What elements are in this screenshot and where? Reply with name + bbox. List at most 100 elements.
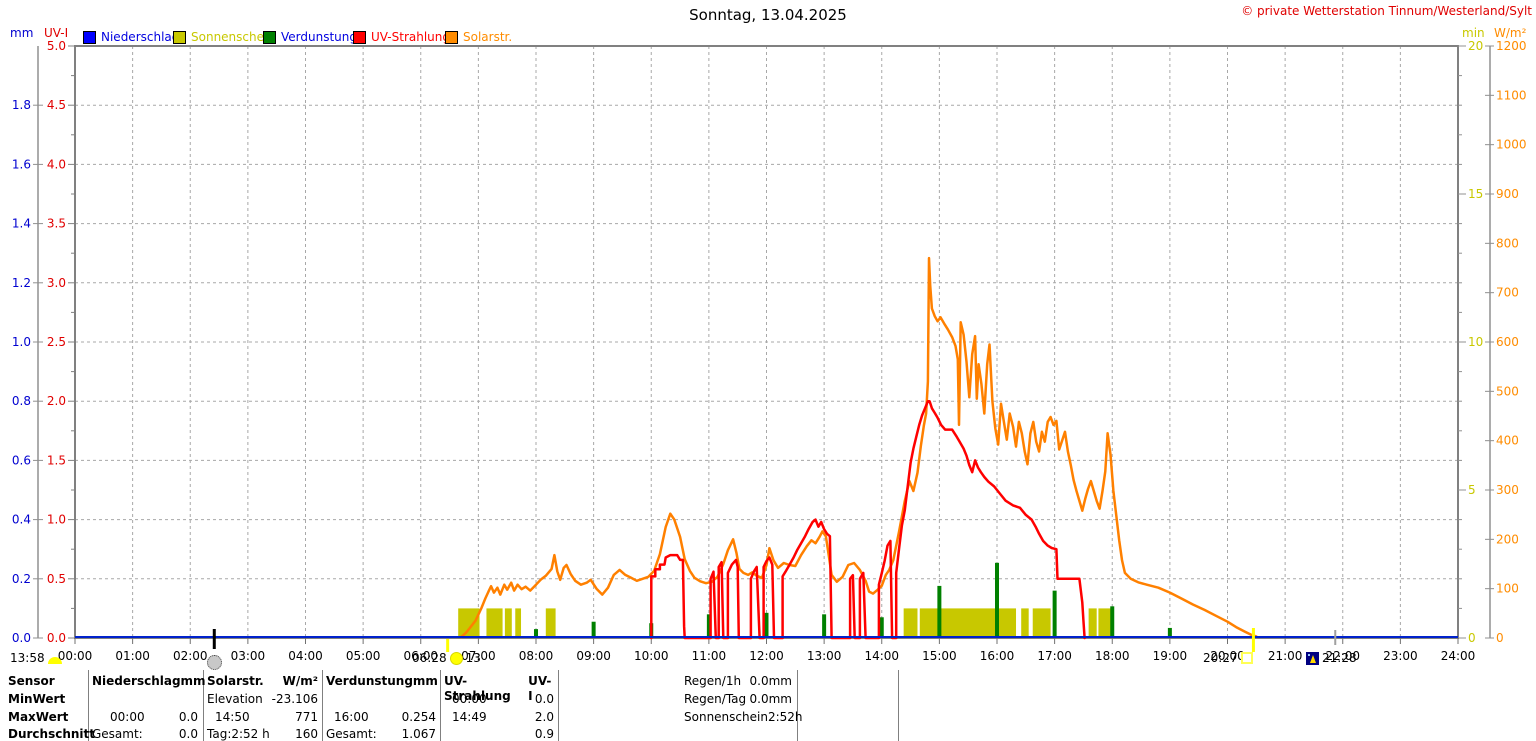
col-uv-avg: 0.9 [534, 727, 554, 741]
svg-text:10:00: 10:00 [634, 649, 669, 663]
col-solarstr-max: 14:50 771 [215, 710, 318, 724]
svg-text:14:00: 14:00 [864, 649, 899, 663]
legend-item-solarstr: Solarstr. [445, 30, 512, 44]
svg-text:500: 500 [1496, 384, 1519, 398]
svg-text:0.4: 0.4 [12, 513, 31, 527]
table-divider [203, 670, 204, 741]
svg-text:0.0: 0.0 [47, 631, 66, 645]
sunset-square-icon [1240, 652, 1253, 664]
svg-text:12:00: 12:00 [749, 649, 784, 663]
table-divider [558, 670, 559, 741]
svg-text:200: 200 [1496, 532, 1519, 546]
col-uv-max: 14:49 2.0 [452, 710, 554, 724]
sunshine-swatch-icon [173, 30, 186, 44]
svg-text:24:00: 24:00 [1441, 649, 1476, 663]
col-verdunstung-max: 16:00 0.254 [334, 710, 436, 724]
svg-text:1.0: 1.0 [47, 513, 66, 527]
svg-text:22:00: 22:00 [1325, 649, 1360, 663]
svg-text:20: 20 [1468, 39, 1483, 53]
svg-text:3.0: 3.0 [47, 276, 66, 290]
chart-canvas: 0.0 0.2 0.4 0.6 0.8 1.0 1.2 1.4 1.6 1.8 0.0 0.5 1.0 1… [12, 39, 1527, 663]
axis-title-w: W/m² [1494, 26, 1527, 40]
copyright: © private Wetterstation Tinnum/Westerlan… [1241, 4, 1532, 18]
svg-text:1100: 1100 [1496, 88, 1527, 102]
axis-title-min: min [1462, 26, 1485, 40]
svg-text:1.8: 1.8 [12, 98, 31, 112]
regen-1h-row: Regen/1h 0.0mm [684, 674, 792, 688]
svg-text:06:00: 06:00 [403, 649, 438, 663]
svg-text:300: 300 [1496, 483, 1519, 497]
svg-text:19:00: 19:00 [1153, 649, 1188, 663]
table-divider [322, 670, 323, 741]
svg-text:5.0: 5.0 [47, 39, 66, 53]
col-niederschlag-avg: Gesamt: 0.0 [92, 727, 198, 741]
legend-label: Niederschlag [101, 30, 180, 44]
col-niederschlag-max: 00:00 0.0 [110, 710, 198, 724]
svg-text:02:00: 02:00 [173, 649, 208, 663]
rain-swatch-icon [83, 30, 96, 44]
row-label-minwert: MinWert [8, 692, 66, 706]
col-uv-header: UV-Strahlung UV-I [444, 674, 552, 703]
moon-icon [207, 655, 222, 670]
svg-text:2.0: 2.0 [47, 394, 66, 408]
table-divider [797, 670, 798, 741]
svg-text:5: 5 [1468, 483, 1476, 497]
svg-text:11:00: 11:00 [692, 649, 727, 663]
svg-text:1.6: 1.6 [12, 157, 31, 171]
svg-text:10: 10 [1468, 335, 1483, 349]
svg-text:1.5: 1.5 [47, 453, 66, 467]
svg-text:00:00: 00:00 [58, 649, 93, 663]
svg-text:03:00: 03:00 [231, 649, 266, 663]
svg-text:0.6: 0.6 [12, 453, 31, 467]
marker-sunrise: 06:28 13 [412, 651, 481, 665]
svg-text:17:00: 17:00 [1037, 649, 1072, 663]
row-label-maxwert: MaxWert [8, 710, 69, 724]
svg-text:07:00: 07:00 [461, 649, 496, 663]
solar-swatch-icon [445, 30, 458, 44]
svg-text:3.5: 3.5 [47, 217, 66, 231]
svg-text:15:00: 15:00 [922, 649, 957, 663]
svg-text:0.2: 0.2 [12, 572, 31, 586]
legend-item-niederschlag: Niederschlag [83, 30, 179, 44]
legend-item-sonnenschein: Sonnenschein [173, 30, 275, 44]
legend-item-verdunstung: Verdunstung [263, 30, 357, 44]
svg-text:0.8: 0.8 [12, 394, 31, 408]
marker-sunset: 20:27 [1203, 651, 1253, 665]
svg-text:21:00: 21:00 [1268, 649, 1303, 663]
svg-text:1200: 1200 [1496, 39, 1527, 53]
regen-tag-row: Regen/Tag 0.0mm [684, 692, 792, 706]
svg-text:0: 0 [1468, 631, 1476, 645]
svg-text:1.0: 1.0 [12, 335, 31, 349]
axis-title-mm: mm [10, 26, 34, 40]
svg-text:0.5: 0.5 [47, 572, 66, 586]
svg-text:01:00: 01:00 [115, 649, 150, 663]
page-title: Sonntag, 13.04.2025 [689, 6, 847, 24]
table-divider [898, 670, 899, 741]
marker-moon-time: 13:58 [10, 651, 62, 665]
svg-text:2.5: 2.5 [47, 335, 66, 349]
svg-text:15: 15 [1468, 187, 1483, 201]
table-divider [88, 670, 89, 741]
uv-swatch-icon [353, 30, 366, 44]
col-verdunstung-avg: Gesamt: 1.067 [326, 727, 436, 741]
col-niederschlag-header: Niederschlag mm [92, 674, 206, 688]
legend-label: Verdunstung [281, 30, 357, 44]
svg-text:05:00: 05:00 [346, 649, 381, 663]
col-verdunstung-header: Verdunstung mm [326, 674, 438, 688]
svg-text:0: 0 [1496, 631, 1504, 645]
night-moon-icon [1306, 651, 1319, 665]
table-divider [440, 670, 441, 741]
evaporation-swatch-icon [263, 30, 276, 44]
svg-text:08:00: 08:00 [519, 649, 554, 663]
legend-label: UV-Strahlung [371, 30, 450, 44]
svg-text:09:00: 09:00 [576, 649, 611, 663]
marker-night: 21:28 [1306, 651, 1357, 665]
legend-label: Solarstr. [463, 30, 513, 44]
svg-text:900: 900 [1496, 187, 1519, 201]
row-label-sensor: Sensor [8, 674, 55, 688]
row-label-durchschnitt: Durchschnitt [8, 727, 96, 741]
svg-text:20:00: 20:00 [1210, 649, 1245, 663]
col-solarstr-avg: Tag:2:52 h 160 [207, 727, 318, 741]
svg-text:04:00: 04:00 [288, 649, 323, 663]
